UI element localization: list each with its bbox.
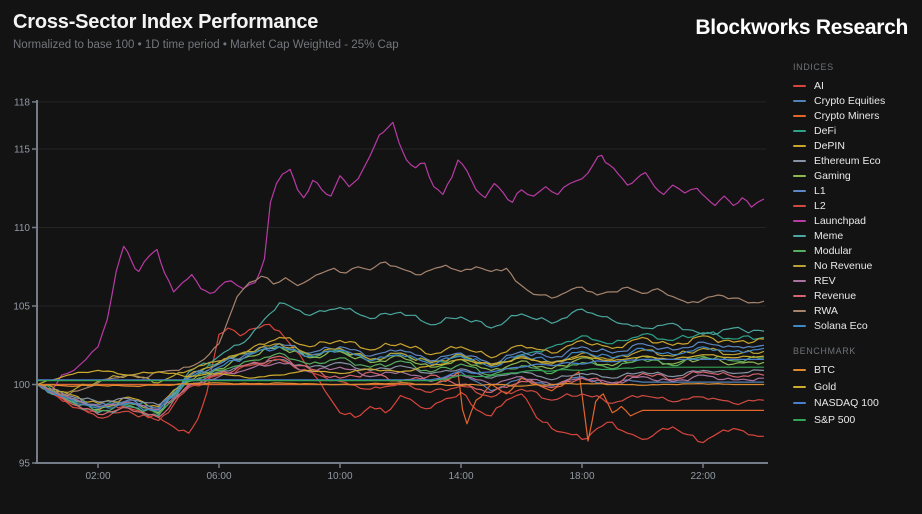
x-tick-label: 18:00	[569, 471, 594, 482]
legend-label-defi: DeFi	[814, 124, 837, 137]
legend-dash-modular	[793, 249, 806, 252]
series-line-launchpad[interactable]	[36, 121, 765, 393]
legend-label-depin: DePIN	[814, 139, 845, 152]
series-line-revenue[interactable]	[36, 355, 765, 419]
legend-label-ai: AI	[814, 79, 824, 92]
legend-label-revenue: Revenue	[814, 289, 857, 302]
legend-dash-l1	[793, 189, 806, 192]
legend-item-ethereum-eco[interactable]: Ethereum Eco	[793, 153, 919, 168]
y-tick-label: 118	[14, 97, 30, 108]
x-tick-label: 22:00	[690, 471, 715, 482]
legend-indices-list: AI Crypto Equities Crypto Miners DeFi DePIN E…	[793, 78, 919, 333]
series-line-depin[interactable]	[36, 335, 765, 408]
legend-label-modular: Modular	[814, 244, 852, 257]
series-line-btc[interactable]	[36, 382, 765, 388]
legend-item-launchpad[interactable]: Launchpad	[793, 213, 919, 228]
legend-item-no-revenue[interactable]: No Revenue	[793, 258, 919, 273]
legend-item-btc[interactable]: BTC	[793, 362, 919, 379]
series-line-crypto-miners[interactable]	[36, 371, 765, 442]
legend-dash-nasdaq-100	[793, 402, 806, 405]
legend-label-ethereum-eco: Ethereum Eco	[814, 154, 881, 167]
legend-benchmark-list: BTC Gold NASDAQ 100 S&P 500	[793, 362, 919, 428]
legend-dash-rev	[793, 279, 806, 282]
legend-section-benchmark: BENCHMARK	[793, 346, 856, 356]
legend-item-l1[interactable]: L1	[793, 183, 919, 198]
legend-section-indices: INDICES	[793, 62, 834, 72]
legend-label-rev: REV	[814, 274, 836, 287]
series-line-gold[interactable]	[36, 354, 765, 386]
legend-item-gaming[interactable]: Gaming	[793, 168, 919, 183]
legend-label-gaming: Gaming	[814, 169, 851, 182]
legend-dash-ethereum-eco	[793, 159, 806, 162]
legend-item-rev[interactable]: REV	[793, 273, 919, 288]
series-line-meme[interactable]	[36, 302, 765, 417]
legend-label-solana-eco: Solana Eco	[814, 319, 868, 332]
legend-dash-launchpad	[793, 219, 806, 222]
series-line-l2[interactable]	[36, 358, 765, 422]
legend-dash-ai	[793, 84, 806, 87]
series-line-ethereum-eco[interactable]	[36, 358, 765, 406]
page-subtitle: Normalized to base 100 • 1D time period …	[13, 39, 399, 51]
legend-dash-rwa	[793, 309, 806, 312]
legend-dash-crypto-miners	[793, 114, 806, 117]
series-line-l1[interactable]	[36, 341, 765, 409]
y-tick-label: 100	[13, 380, 30, 391]
legend-label-l1: L1	[814, 184, 826, 197]
y-tick-label: 115	[14, 145, 30, 156]
legend-dash-solana-eco	[793, 324, 806, 327]
legend-label-crypto-miners: Crypto Miners	[814, 109, 880, 122]
legend-label-l2: L2	[814, 199, 826, 212]
legend-dash-gaming	[793, 174, 806, 177]
legend-item-gold[interactable]: Gold	[793, 379, 919, 396]
legend-dash-depin	[793, 144, 806, 147]
legend-item-crypto-equities[interactable]: Crypto Equities	[793, 93, 919, 108]
legend-item-meme[interactable]: Meme	[793, 228, 919, 243]
legend-item-revenue[interactable]: Revenue	[793, 288, 919, 303]
legend-dash-crypto-equities	[793, 99, 806, 102]
legend-label-gold: Gold	[814, 380, 837, 393]
legend-dash-s-p-500	[793, 419, 806, 422]
legend-label-launchpad: Launchpad	[814, 214, 866, 227]
chart-header: Cross-Sector Index Performance Normalize…	[13, 11, 399, 51]
chart-legend: INDICES AI Crypto Equities Crypto Miners De…	[793, 62, 919, 428]
legend-item-solana-eco[interactable]: Solana Eco	[793, 318, 919, 333]
legend-label-no-revenue: No Revenue	[814, 259, 873, 272]
legend-dash-revenue	[793, 294, 806, 297]
legend-label-s-p-500: S&P 500	[814, 414, 856, 427]
y-tick-label: 105	[13, 302, 30, 313]
x-tick-label: 14:00	[448, 471, 473, 482]
legend-item-rwa[interactable]: RWA	[793, 303, 919, 318]
legend-item-s-p-500[interactable]: S&P 500	[793, 412, 919, 429]
y-tick-label: 110	[14, 223, 30, 234]
series-line-nasdaq-100[interactable]	[36, 358, 765, 381]
legend-dash-meme	[793, 234, 806, 237]
legend-dash-l2	[793, 204, 806, 207]
legend-label-meme: Meme	[814, 229, 844, 242]
legend-item-ai[interactable]: AI	[793, 78, 919, 93]
legend-label-rwa: RWA	[814, 304, 838, 317]
x-tick-label: 02:00	[85, 471, 110, 482]
page-title: Cross-Sector Index Performance	[13, 11, 319, 33]
legend-label-nasdaq-100: NASDAQ 100	[814, 397, 879, 410]
legend-dash-defi	[793, 129, 806, 132]
series-line-s-p-500[interactable]	[36, 366, 765, 382]
series-line-solana-eco[interactable]	[36, 346, 765, 412]
legend-item-l2[interactable]: L2	[793, 198, 919, 213]
legend-label-crypto-equities: Crypto Equities	[814, 94, 886, 107]
x-tick-label: 10:00	[327, 471, 352, 482]
series-line-no-revenue[interactable]	[36, 343, 765, 393]
legend-item-crypto-miners[interactable]: Crypto Miners	[793, 108, 919, 123]
legend-item-modular[interactable]: Modular	[793, 243, 919, 258]
y-tick-label: 95	[19, 459, 31, 470]
legend-label-btc: BTC	[814, 364, 835, 377]
legend-item-depin[interactable]: DePIN	[793, 138, 919, 153]
legend-dash-gold	[793, 385, 806, 388]
legend-item-nasdaq-100[interactable]: NASDAQ 100	[793, 395, 919, 412]
legend-dash-no-revenue	[793, 264, 806, 267]
brand-logo: Blockworks Research	[695, 16, 908, 39]
x-tick-label: 06:00	[206, 471, 231, 482]
legend-item-defi[interactable]: DeFi	[793, 123, 919, 138]
legend-dash-btc	[793, 369, 806, 372]
